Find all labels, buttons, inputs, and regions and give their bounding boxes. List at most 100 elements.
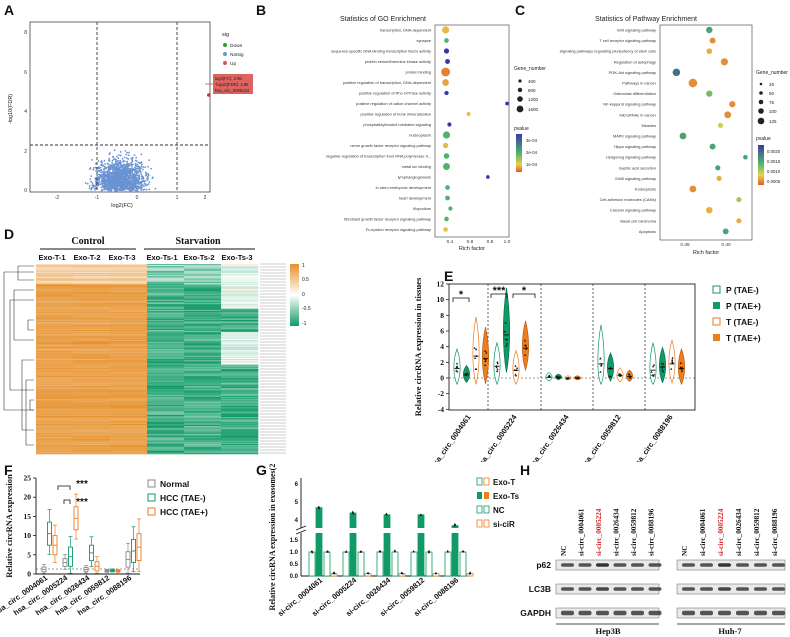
notsig-point [99, 176, 102, 178]
notsig-point [115, 181, 118, 184]
heatmap-cell [110, 423, 148, 426]
notsig-point [113, 149, 116, 152]
heatmap-group-control: Control [71, 236, 104, 247]
notsig-point [113, 176, 115, 179]
heatmap-cell [73, 412, 111, 415]
notsig-point [101, 183, 104, 186]
heatmap-cell [147, 318, 185, 321]
pw-xtick: 0.40 [721, 242, 731, 248]
pw-colorbar [758, 145, 764, 185]
notsig-point [134, 166, 136, 169]
heatmap-cell [110, 306, 148, 308]
notsig-point [137, 190, 140, 193]
heatmap-cell [221, 413, 259, 416]
g-point [419, 513, 423, 516]
heatmap-cell [184, 346, 222, 349]
pathway-term: Osteoclast differentiation [613, 91, 656, 96]
heatmap-cell [110, 313, 148, 315]
g-point [400, 571, 403, 574]
go-term: protein binding [405, 70, 431, 75]
heatmap-cell [36, 403, 74, 406]
heatmap-cell [110, 314, 148, 316]
heatmap-cell [110, 322, 148, 324]
g-ylabel: Relative circRNA expression in exosomes(… [268, 464, 277, 610]
heatmap-cell [110, 439, 148, 441]
g-bar [391, 551, 399, 577]
g-point [428, 550, 431, 553]
heatmap-cell [147, 435, 185, 437]
notsig-point [104, 173, 106, 176]
heatmap-cell [73, 378, 111, 380]
notsig-point [124, 165, 127, 168]
notsig-point [127, 165, 130, 168]
notsig-point [150, 167, 153, 170]
go-term: filopodium [413, 206, 431, 211]
heatmap-cell [73, 424, 111, 427]
heatmap-cell [73, 367, 111, 370]
g-point [351, 511, 354, 514]
violin-point [660, 362, 663, 365]
heatmap-cell [36, 400, 74, 402]
heatmap-cell [147, 347, 185, 350]
heatmap-cell [221, 298, 259, 301]
heatmap-cell [110, 353, 148, 355]
heatmap-cell [221, 333, 259, 335]
heatmap-cell [36, 341, 74, 343]
heatmap-cell [36, 331, 74, 333]
g-point [434, 571, 438, 574]
heatmap-cell [184, 416, 222, 418]
heatmap-cell [184, 326, 222, 329]
heatmap-cell [36, 267, 74, 269]
heatmap-cell [221, 399, 259, 401]
notsig-point [91, 159, 93, 161]
heatmap-cell [36, 452, 74, 455]
heatmap-cell [73, 445, 111, 447]
heatmap-cell [184, 412, 222, 415]
violin-shape [678, 347, 685, 386]
blot-band [754, 563, 767, 567]
heatmap-cell [73, 266, 111, 268]
heatmap-cell [147, 438, 185, 440]
violin-point [661, 369, 664, 371]
heatmap-cell [184, 297, 222, 299]
go-dot [444, 38, 449, 43]
violin-point [600, 364, 603, 367]
notsig-point [147, 174, 150, 177]
notsig-point [117, 157, 120, 160]
heatmap-cell [221, 436, 259, 438]
heatmap-cell [184, 419, 222, 421]
heatmap-cell [73, 443, 111, 446]
pathway-term: MAPK signaling pathway [613, 134, 656, 139]
heatmap-cell [221, 299, 259, 302]
heatmap-cell [73, 340, 111, 342]
heatmap-cell [221, 307, 259, 310]
heatmap-cell [221, 441, 259, 444]
pw-xtick: 0.35 [680, 242, 690, 248]
heatmap-cell [221, 322, 259, 324]
box-ytick: 15 [24, 512, 32, 521]
violins [453, 287, 685, 386]
pathway-term: Wnt signaling pathway [617, 28, 656, 33]
heatmap-cell [147, 441, 185, 444]
heatmap-cell [221, 334, 259, 336]
heatmap-cell [110, 338, 148, 341]
heatmap-cell [36, 279, 74, 282]
heatmap-cell [36, 291, 74, 294]
heatmap-cell [147, 285, 185, 287]
notsig-point [101, 177, 103, 180]
box-ytick: 10 [24, 531, 32, 540]
go-legend: Gene_number 400 800 1200 1600 pvalue 3e-… [514, 66, 546, 172]
heatmap-cell [147, 324, 185, 326]
dendro-branch [21, 359, 34, 431]
heatmap-cell [73, 397, 111, 399]
notsig-point [118, 167, 121, 170]
heatmap-cell [110, 318, 148, 321]
heatmap-cell [221, 280, 259, 283]
go-xtick: 0.4 [447, 239, 454, 245]
g-point [469, 571, 472, 574]
heatmap-cell [110, 449, 148, 451]
notsig-point [108, 182, 111, 185]
heatmap-cell [73, 436, 111, 438]
heatmap-cell [221, 405, 259, 408]
heatmap-cell [221, 379, 259, 381]
